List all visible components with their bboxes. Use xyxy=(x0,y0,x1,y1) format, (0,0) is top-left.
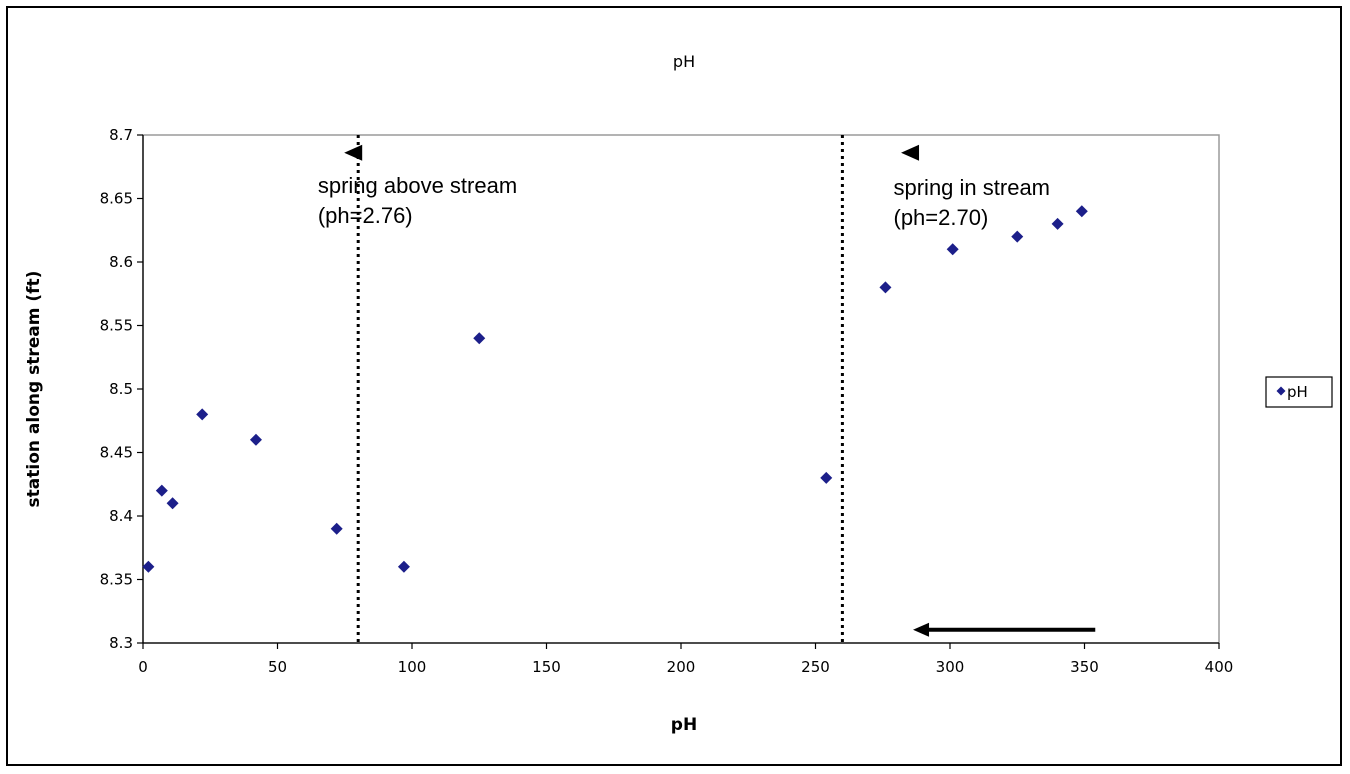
data-point xyxy=(166,497,179,510)
annotation-title: spring above stream xyxy=(318,173,517,198)
pointer-triangle-icon xyxy=(901,144,920,161)
chart-title: pH xyxy=(673,52,695,71)
annotations: spring above stream (ph=2.76) spring in st… xyxy=(318,144,1096,637)
chart-svg: pH 8.3 8.35 8.4 8.45 8.5 8.55 8.6 8.65 8.7 0 50 10… xyxy=(24,52,1333,735)
data-point xyxy=(946,243,959,256)
data-point xyxy=(879,281,892,294)
data-point xyxy=(196,408,209,421)
data-point xyxy=(1075,205,1088,218)
plot-area xyxy=(142,134,1220,644)
annotation-value: (ph=2.70) xyxy=(894,205,989,230)
data-point xyxy=(155,484,168,497)
reference-lines xyxy=(356,135,844,643)
x-tick-label: 200 xyxy=(667,658,696,676)
data-point xyxy=(473,332,486,345)
data-point xyxy=(1011,230,1024,243)
y-tick-label: 8.55 xyxy=(100,317,133,335)
y-axis-title: station along stream (ft) xyxy=(24,271,44,508)
data-point xyxy=(249,433,262,446)
x-tick-label: 300 xyxy=(936,658,965,676)
flow-arrow-head-icon xyxy=(913,622,930,637)
y-tick-label: 8.3 xyxy=(109,634,133,652)
data-point xyxy=(330,522,343,535)
data-point xyxy=(397,560,410,573)
y-tick-label: 8.35 xyxy=(100,571,133,589)
x-axis-title: pH xyxy=(671,715,697,735)
legend: pH xyxy=(1265,376,1333,408)
legend-label: pH xyxy=(1287,383,1308,401)
x-tick-label: 50 xyxy=(268,658,287,676)
data-point xyxy=(142,560,155,573)
data-points xyxy=(142,205,1088,573)
pointer-triangle-icon xyxy=(344,144,363,161)
y-tick-label: 8.7 xyxy=(109,126,133,144)
chart-area: pH 8.3 8.35 8.4 8.45 8.5 8.55 8.6 8.65 8.7 0 50 10… xyxy=(6,6,1342,766)
x-tick-label: 100 xyxy=(398,658,427,676)
annotation-title: spring in stream xyxy=(894,175,1051,200)
x-axis: 0 50 100 150 200 250 300 350 400 xyxy=(138,642,1234,676)
y-tick-label: 8.4 xyxy=(109,507,133,525)
x-tick-label: 350 xyxy=(1070,658,1099,676)
data-point xyxy=(1051,217,1064,230)
x-tick-label: 150 xyxy=(532,658,561,676)
x-tick-label: 400 xyxy=(1205,658,1234,676)
legend-box xyxy=(1265,376,1333,408)
y-tick-label: 8.5 xyxy=(109,380,133,398)
y-tick-label: 8.45 xyxy=(100,444,133,462)
x-tick-label: 0 xyxy=(138,658,148,676)
x-tick-label: 250 xyxy=(801,658,830,676)
y-axis: 8.3 8.35 8.4 8.45 8.5 8.55 8.6 8.65 8.7 xyxy=(100,126,144,652)
data-point xyxy=(820,471,833,484)
y-tick-label: 8.6 xyxy=(109,253,133,271)
y-tick-label: 8.65 xyxy=(100,190,133,208)
annotation-value: (ph=2.76) xyxy=(318,203,413,228)
legend-marker-icon xyxy=(1276,386,1286,396)
